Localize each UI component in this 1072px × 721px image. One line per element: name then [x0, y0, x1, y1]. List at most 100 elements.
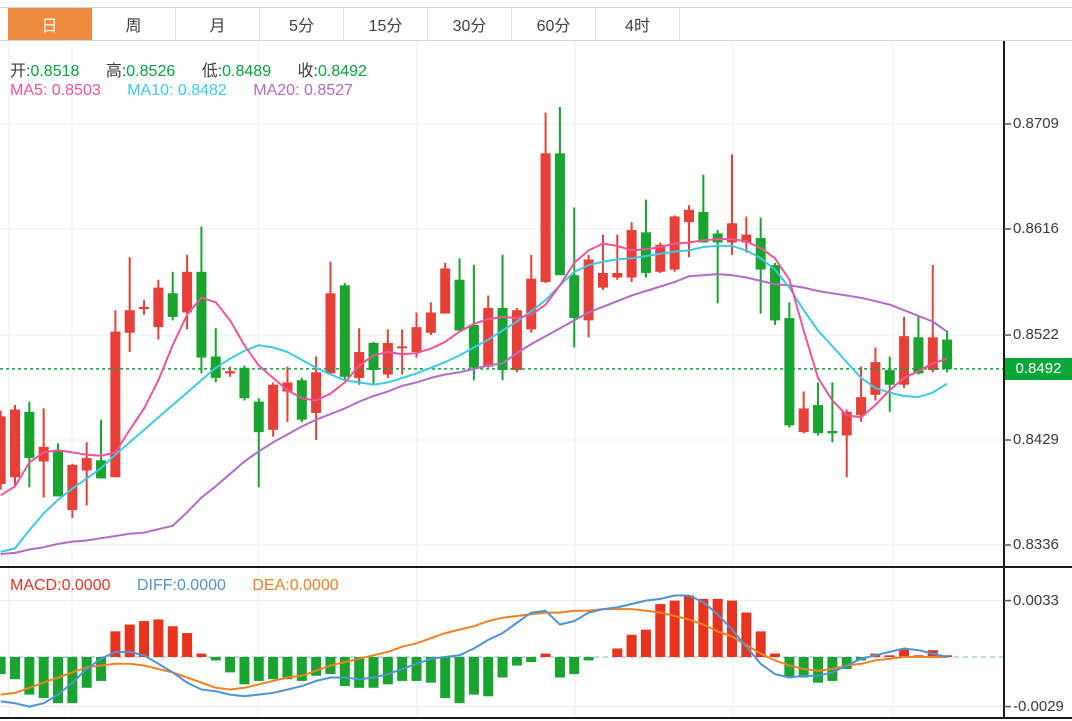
macd-bar	[382, 657, 393, 685]
macd-bar	[67, 657, 78, 704]
macd-bar	[210, 657, 221, 661]
macd-bar	[225, 657, 236, 673]
candle-body	[612, 272, 623, 278]
ma20-line	[0, 273, 948, 555]
candle-body	[454, 279, 465, 331]
macd-bar	[354, 657, 365, 688]
low-label: 低:	[201, 63, 223, 80]
high-label: 高:	[105, 63, 127, 80]
tab-30min[interactable]: 30分	[428, 8, 512, 40]
macd-plot[interactable]	[0, 578, 1004, 718]
macd-bar	[841, 657, 852, 669]
macd-bar	[24, 657, 35, 695]
candle-body	[239, 367, 250, 399]
macd-value: 0.0000	[61, 577, 111, 594]
candle-body	[784, 318, 795, 426]
macd-bar	[569, 657, 580, 675]
macd-bar	[253, 657, 264, 681]
macd-bar	[96, 657, 107, 681]
candle-body	[110, 331, 121, 478]
macd-legend: MACD:0.0000 DIFF:0.0000 DEA:0.0000	[10, 577, 361, 595]
macd-bar	[296, 657, 307, 681]
macd-bar	[425, 657, 436, 683]
candle-body	[827, 430, 838, 434]
macd-bar	[53, 657, 64, 704]
current-price-badge: 0.8492	[1005, 357, 1072, 380]
ma20-value: 0.8527	[303, 82, 353, 99]
candle-body	[511, 310, 522, 371]
macd-bar	[411, 657, 422, 681]
low-value: 0.8489	[222, 63, 272, 80]
macd-bar	[884, 655, 895, 657]
candle-body	[841, 411, 852, 436]
candle-body	[899, 336, 910, 385]
candle-body	[225, 371, 236, 374]
macd-bar	[612, 648, 623, 657]
macd-bar	[153, 619, 164, 657]
macd-bar	[110, 631, 121, 657]
macd-bar	[626, 634, 637, 657]
macd-bar	[368, 657, 379, 688]
candle-body	[296, 380, 307, 420]
open-value: 0.8518	[30, 63, 80, 80]
candle-body	[712, 233, 723, 243]
macd-bar	[784, 657, 795, 678]
close-value: 0.8492	[317, 63, 367, 80]
macd-bar	[468, 657, 479, 695]
macd-bar	[755, 631, 766, 657]
dea-value: 0.0000	[289, 577, 339, 594]
macd-label: MACD:	[10, 577, 62, 594]
macd-bar	[282, 657, 293, 680]
candle-body	[913, 337, 924, 374]
macd-bar	[683, 595, 694, 657]
candle-body	[411, 327, 422, 352]
diff-value: 0.0000	[176, 577, 226, 594]
macd-bar	[196, 653, 207, 657]
macd-bar	[899, 648, 910, 657]
candle-body	[798, 408, 809, 433]
tab-5min[interactable]: 5分	[260, 8, 344, 40]
macd-bar	[583, 657, 594, 661]
macd-bar	[0, 657, 6, 675]
candle-body	[81, 458, 92, 471]
tab-60min[interactable]: 60分	[512, 8, 596, 40]
candle-body	[856, 397, 867, 416]
tab-month[interactable]: 月	[176, 8, 260, 40]
candle-body	[569, 275, 580, 319]
candle-body	[167, 293, 178, 317]
dea-label: DEA:	[252, 577, 290, 594]
candle-body	[813, 405, 824, 434]
candle-body	[38, 446, 49, 462]
macd-bar	[554, 657, 565, 678]
candle-body	[440, 268, 451, 314]
tab-day[interactable]: 日	[8, 8, 92, 40]
ma20-label: MA20:	[253, 82, 300, 99]
candle-body	[325, 293, 336, 374]
ma-legend: MA5: 0.8503 MA10: 0.8482 MA20: 0.8527	[10, 82, 375, 100]
tab-week[interactable]: 周	[92, 8, 176, 40]
candle-body	[282, 382, 293, 392]
macd-bar	[454, 657, 465, 704]
macd-bar	[81, 657, 92, 688]
dea-line	[0, 608, 948, 696]
macd-tick-label: -0.0029	[1013, 697, 1064, 715]
macd-bar	[124, 624, 135, 657]
candle-body	[583, 259, 594, 321]
candle-body	[683, 209, 694, 223]
tab-4hour[interactable]: 4时	[596, 8, 680, 40]
candle-body	[468, 324, 479, 368]
macd-bar	[167, 626, 178, 657]
macd-bar	[10, 657, 20, 680]
price-tick-label: 0.8429	[1013, 431, 1059, 448]
macd-bar	[139, 621, 150, 657]
price-tick-label: 0.8709	[1013, 114, 1059, 132]
price-tick-label: 0.8522	[1013, 326, 1059, 344]
macd-bar	[770, 653, 781, 657]
candle-body	[182, 271, 193, 313]
candle-body	[0, 416, 6, 485]
candle-body	[10, 409, 20, 478]
tab-15min[interactable]: 15分	[344, 8, 428, 40]
candle-body	[927, 337, 938, 371]
candle-body	[397, 346, 408, 349]
